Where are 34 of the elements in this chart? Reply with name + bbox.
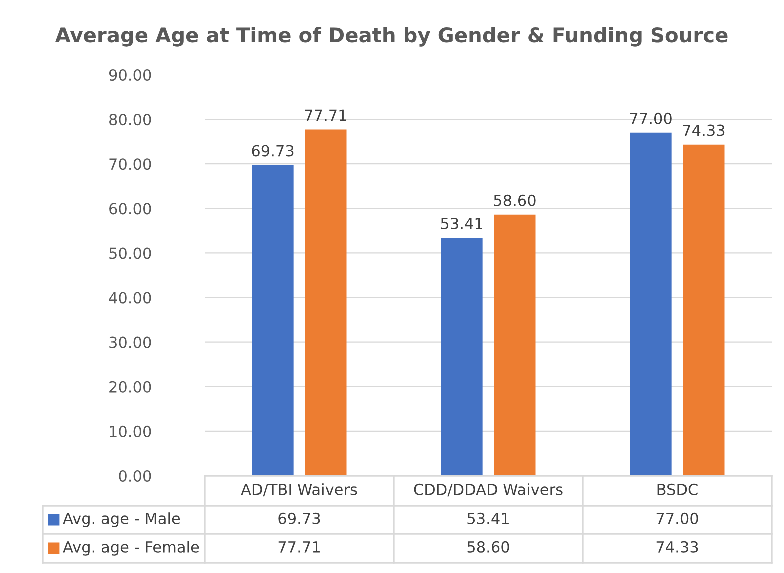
y-tick-label: 50.00 <box>110 248 152 260</box>
text: 77.71 <box>305 110 346 122</box>
y-tick-label: 0.00 <box>119 470 152 482</box>
data-label: 53.41 <box>468 512 509 524</box>
x-tick-label: CDD/DDAD Waivers <box>414 484 563 497</box>
y-tick-label: 70.00 <box>110 158 152 170</box>
bar <box>630 132 672 476</box>
x-tick-label: BSDC <box>658 484 698 496</box>
legend-label: Avg. age - Male <box>63 512 180 528</box>
y-tick-label: 20.00 <box>110 381 152 393</box>
data-label: 74.33 <box>656 541 698 553</box>
text: 69.73 <box>252 145 294 157</box>
text: 53.41 <box>441 218 482 230</box>
data-label: 69.73 <box>278 512 320 524</box>
legend-label: Avg. age - Female <box>63 541 200 556</box>
bar <box>252 165 294 476</box>
text: 77.00 <box>630 112 672 124</box>
bar <box>683 144 725 476</box>
bar <box>305 130 347 476</box>
text: 74.33 <box>683 124 725 136</box>
y-tick-label: 30.00 <box>110 336 152 348</box>
data-label: 77.71 <box>278 542 320 553</box>
bar <box>494 214 536 476</box>
y-tick-label: 90.00 <box>109 69 152 82</box>
y-tick-label: 10.00 <box>110 426 152 438</box>
data-label: 77.00 <box>656 512 698 524</box>
chart-title: Average Age at Time of Death by Gender & Funding Source <box>55 27 728 47</box>
data-label: 58.60 <box>468 541 510 553</box>
y-tick-label: 80.00 <box>110 114 152 126</box>
bar <box>441 238 483 476</box>
y-tick-label: 40.00 <box>109 292 152 304</box>
x-tick-label: AD/TBI Waivers <box>241 484 358 497</box>
text: 58.60 <box>494 194 536 206</box>
y-tick-label: 60.00 <box>110 203 152 215</box>
